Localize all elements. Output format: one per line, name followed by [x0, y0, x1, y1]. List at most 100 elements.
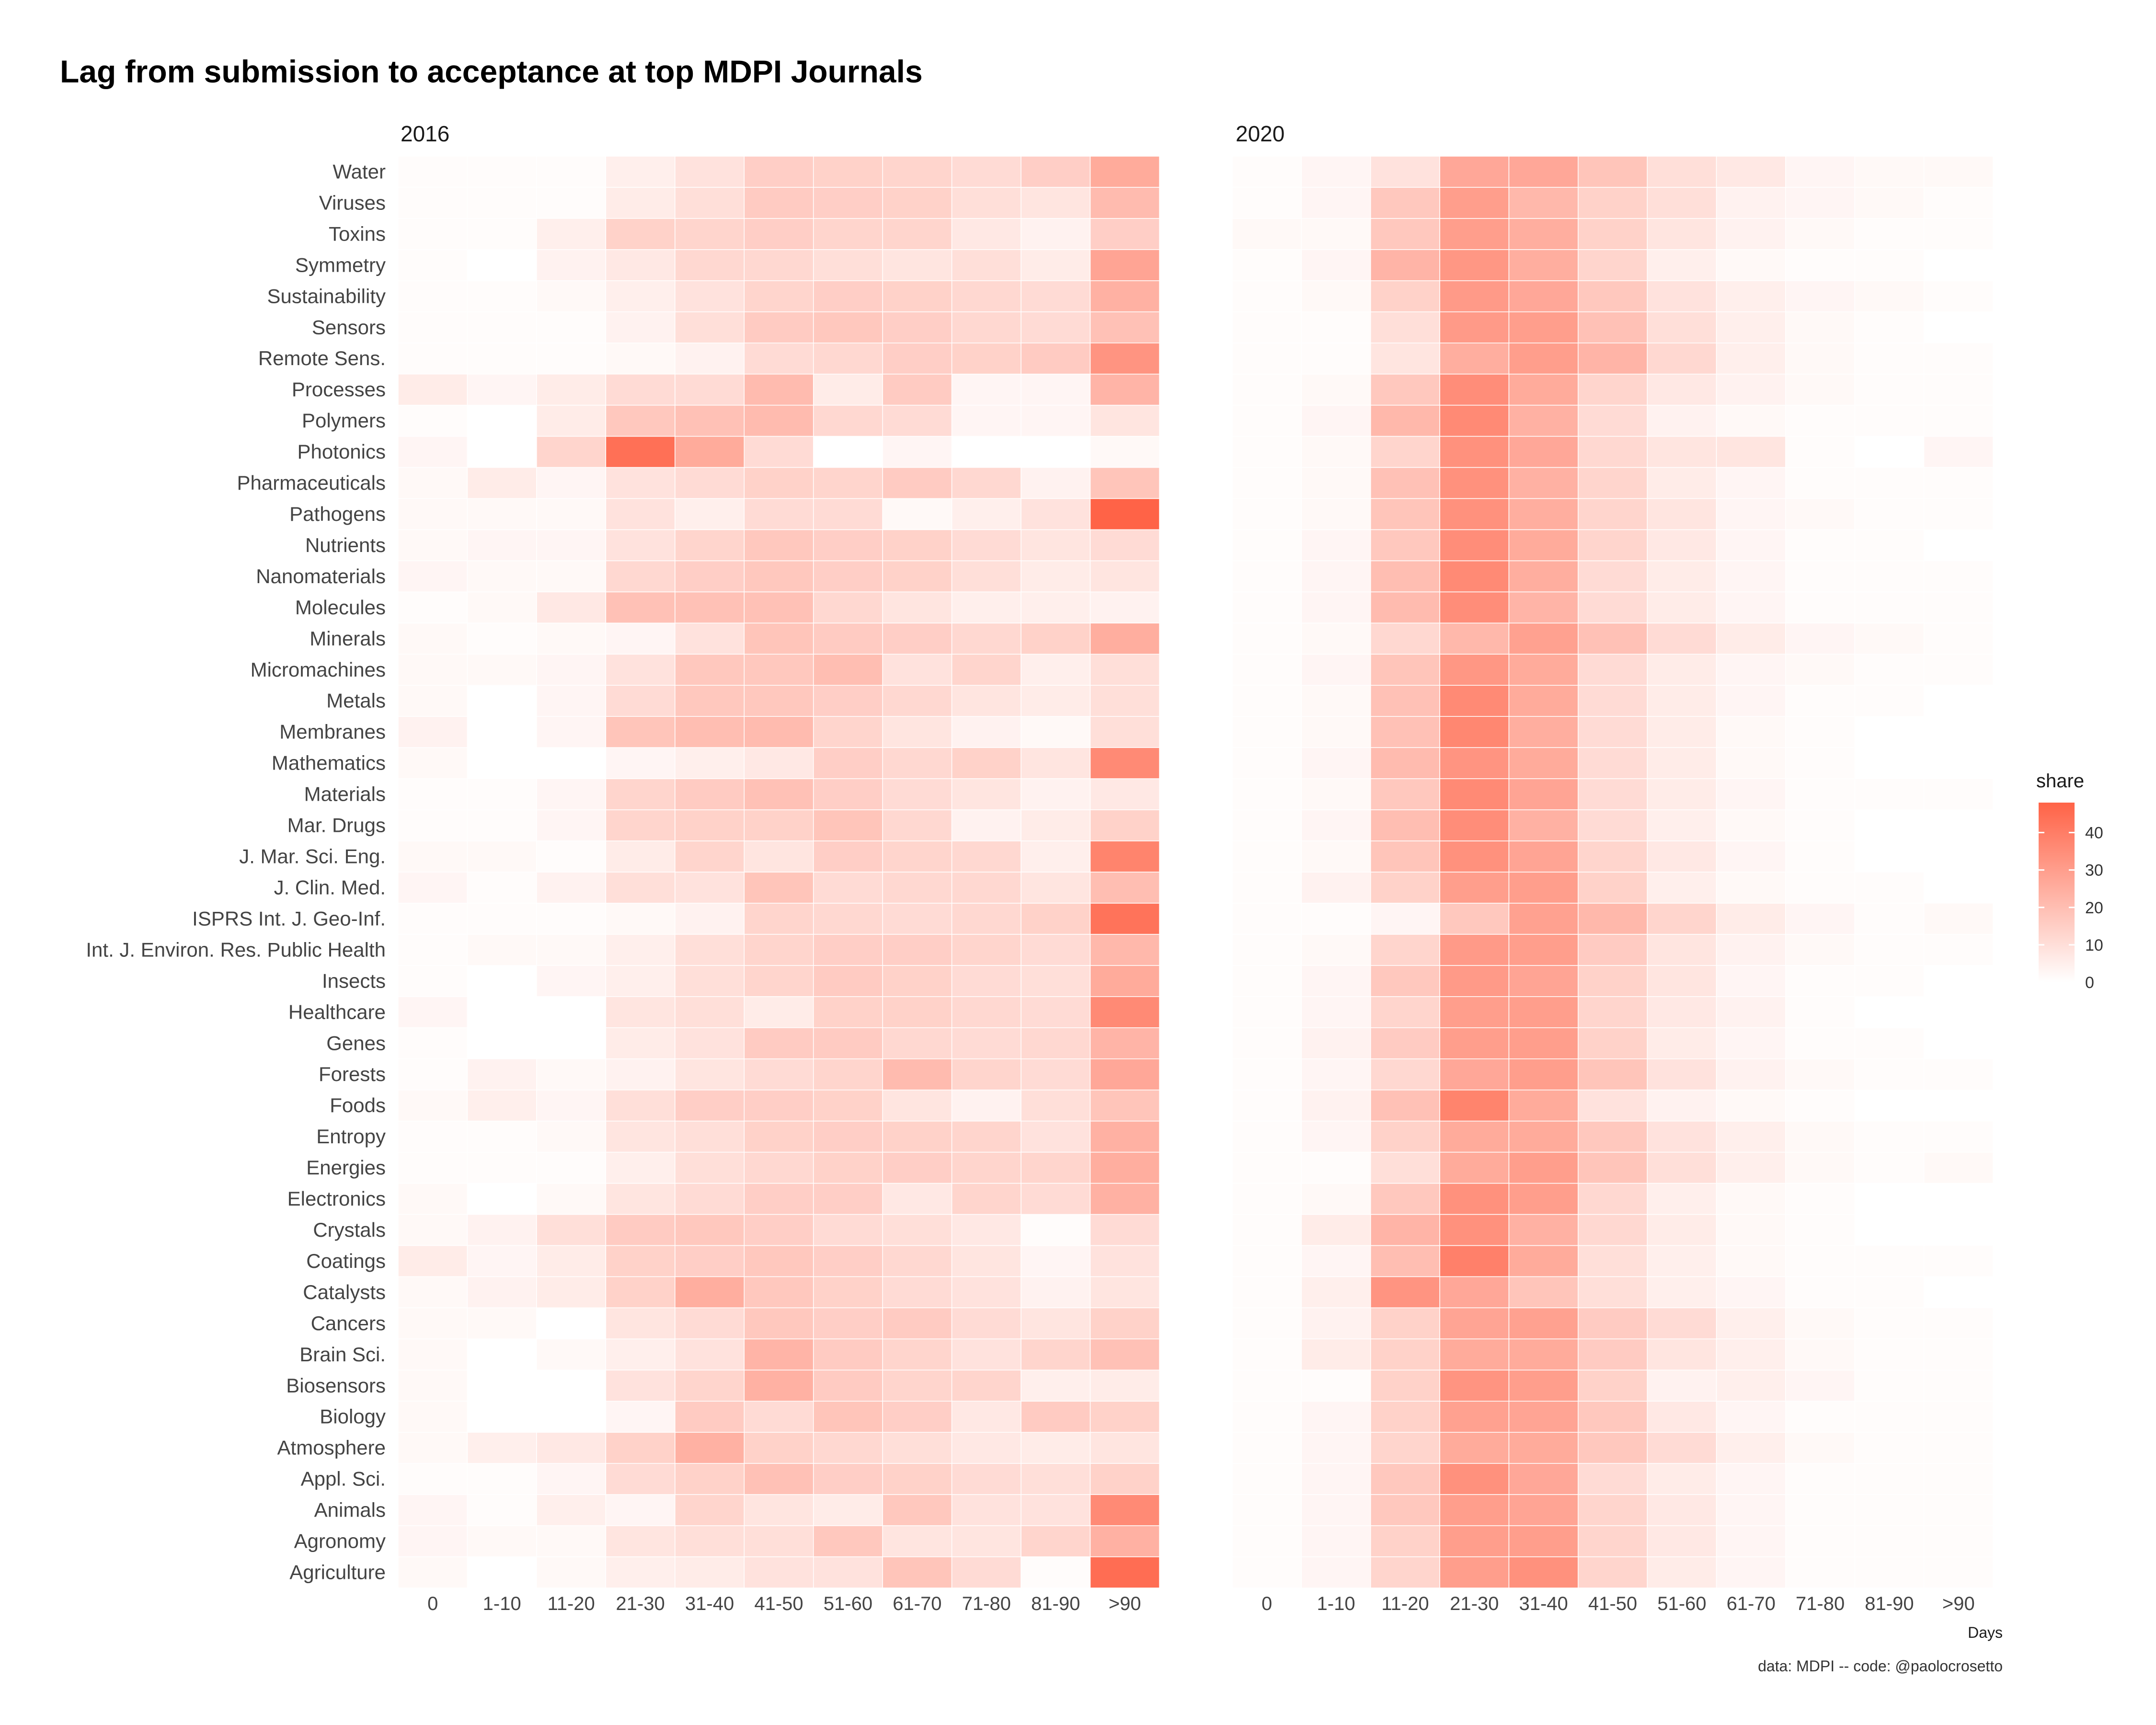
- heatmap-cell: [1923, 1401, 1994, 1433]
- heatmap-cell: [675, 1494, 745, 1526]
- heatmap-cell: [882, 591, 952, 624]
- heatmap-cell: [1508, 1432, 1579, 1464]
- heatmap-cell: [1370, 591, 1440, 624]
- heatmap-cell: [605, 311, 676, 344]
- y-tick-label: Crystals: [313, 1219, 386, 1241]
- heatmap-cell: [1716, 187, 1786, 219]
- heatmap-cell: [1508, 436, 1579, 468]
- y-tick-label: Coatings: [306, 1250, 386, 1272]
- heatmap-panel-2016: [398, 156, 1160, 1588]
- heatmap-cell: [1854, 778, 1925, 810]
- heatmap-cell: [1301, 1525, 1371, 1557]
- heatmap-cell: [1647, 1307, 1717, 1340]
- heatmap-cell: [1923, 1556, 1994, 1588]
- heatmap-cell: [882, 560, 952, 593]
- heatmap-cell: [1578, 716, 1648, 748]
- heatmap-cell: [744, 1027, 814, 1059]
- heatmap-cell: [882, 903, 952, 935]
- heatmap-cell: [1089, 1494, 1160, 1526]
- heatmap-cell: [1578, 1401, 1648, 1433]
- heatmap-cell: [1508, 654, 1579, 686]
- heatmap-cell: [744, 591, 814, 624]
- heatmap-cell: [675, 1369, 745, 1402]
- heatmap-cell: [1089, 1120, 1160, 1153]
- heatmap-cell: [1301, 1089, 1371, 1122]
- heatmap-cell: [1439, 1401, 1510, 1433]
- heatmap-cell: [1647, 1089, 1717, 1122]
- heatmap-cell: [675, 1276, 745, 1309]
- heatmap-cell: [536, 1183, 607, 1215]
- heatmap-cell: [744, 1525, 814, 1557]
- y-tick-label: Polymers: [302, 409, 386, 432]
- heatmap-cell: [1301, 1151, 1371, 1184]
- heatmap-cell: [1578, 778, 1648, 810]
- heatmap-cell: [1021, 591, 1091, 624]
- heatmap-cell: [675, 996, 745, 1028]
- heatmap-cell: [1923, 1151, 1994, 1184]
- y-tick-label: Atmosphere: [277, 1437, 386, 1459]
- heatmap-cell: [1021, 1089, 1091, 1122]
- heatmap-cell: [882, 1245, 952, 1277]
- y-tick-label: Remote Sens.: [258, 347, 386, 369]
- y-tick-label: Pharmaceuticals: [237, 472, 386, 494]
- heatmap-cell: [675, 1183, 745, 1215]
- heatmap-cell: [1370, 342, 1440, 375]
- heatmap-cell: [1508, 560, 1579, 593]
- heatmap-cell: [1370, 840, 1440, 873]
- heatmap-cell: [1370, 778, 1440, 810]
- heatmap-cell: [813, 1338, 883, 1371]
- heatmap-cell: [1716, 809, 1786, 841]
- heatmap-cell: [813, 1089, 883, 1122]
- heatmap-cell: [1370, 156, 1440, 188]
- heatmap-cell: [398, 654, 468, 686]
- legend-title: share: [2036, 770, 2084, 792]
- heatmap-cell: [398, 1027, 468, 1059]
- heatmap-cell: [467, 1089, 537, 1122]
- heatmap-cell: [1716, 311, 1786, 344]
- heatmap-cell: [951, 591, 1021, 624]
- heatmap-cell: [1785, 1027, 1856, 1059]
- heatmap-cell: [536, 840, 607, 873]
- heatmap-cell: [1578, 311, 1648, 344]
- heatmap-cell: [675, 1214, 745, 1246]
- heatmap-cell: [1785, 934, 1856, 966]
- heatmap-cell: [951, 965, 1021, 997]
- heatmap-cell: [1923, 1494, 1994, 1526]
- heatmap-cell: [1232, 1338, 1302, 1371]
- heatmap-cell: [882, 1463, 952, 1495]
- heatmap-cell: [1578, 934, 1648, 966]
- heatmap-cell: [605, 1432, 676, 1464]
- heatmap-cell: [1232, 1369, 1302, 1402]
- heatmap-cell: [1301, 778, 1371, 810]
- heatmap-cell: [1854, 747, 1925, 779]
- heatmap-cell: [744, 529, 814, 562]
- heatmap-cell: [1578, 1525, 1648, 1557]
- heatmap-cell: [675, 903, 745, 935]
- heatmap-cell: [1232, 311, 1302, 344]
- x-tick-label: 41-50: [754, 1593, 803, 1614]
- heatmap-cell: [1716, 685, 1786, 717]
- x-tick-label: 0: [427, 1593, 438, 1614]
- heatmap-cell: [951, 218, 1021, 250]
- heatmap-cell: [1578, 840, 1648, 873]
- heatmap-cell: [1301, 1556, 1371, 1588]
- heatmap-cell: [398, 1494, 468, 1526]
- heatmap-cell: [1854, 311, 1925, 344]
- heatmap-cell: [675, 778, 745, 810]
- heatmap-cell: [536, 934, 607, 966]
- heatmap-cell: [1923, 1463, 1994, 1495]
- heatmap-cell: [605, 1369, 676, 1402]
- heatmap-cell: [882, 1401, 952, 1433]
- heatmap-cell: [744, 934, 814, 966]
- heatmap-cell: [1232, 1463, 1302, 1495]
- heatmap-cell: [1232, 1276, 1302, 1309]
- heatmap-cell: [1923, 560, 1994, 593]
- heatmap-cell: [467, 156, 537, 188]
- heatmap-cell: [1439, 156, 1510, 188]
- heatmap-cell: [1089, 1183, 1160, 1215]
- heatmap-cell: [1021, 747, 1091, 779]
- heatmap-cell: [1854, 404, 1925, 437]
- heatmap-cell: [951, 1245, 1021, 1277]
- heatmap-cell: [1785, 872, 1856, 904]
